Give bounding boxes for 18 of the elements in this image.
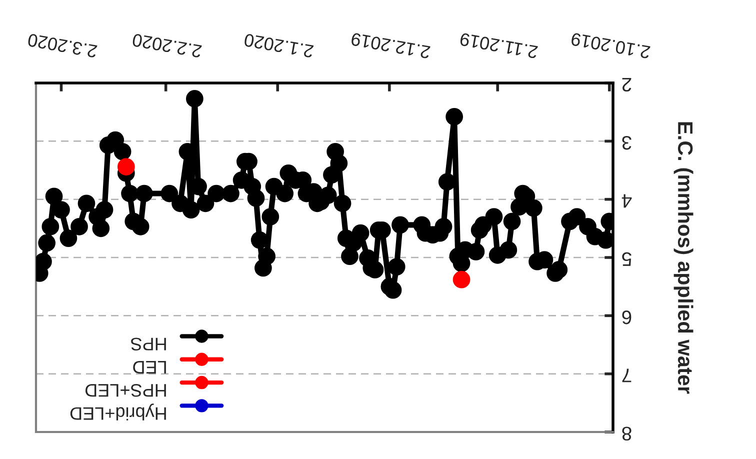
y-tick-label: 6 [622,310,632,324]
legend-label: HPS+LED [85,384,166,397]
legend-label: LED [133,361,166,374]
y-tick-label: 5 [622,252,632,266]
x-tick-label: 2.11.2019 [460,32,538,59]
y-tick-label: 2 [622,78,632,92]
x-tick-label: 2.12.2019 [350,32,430,59]
legend-label: Hybrid+LED [70,404,166,420]
x-tick-label: 2.1.2020 [244,33,314,58]
y-tick-label: 3 [622,136,632,150]
y-axis-title: E.C. (mmhos) applied water [674,122,694,394]
y-tick-label: 8 [622,426,632,441]
y-tick-label: 4 [622,194,632,208]
x-tick-label: 2.2.2020 [132,33,202,58]
x-tick-label: 2.3.2020 [27,33,98,58]
legend-label: HPS [131,338,166,350]
y-tick-label: 7 [622,368,632,382]
x-tick-label: 2.10.2019 [570,32,650,59]
